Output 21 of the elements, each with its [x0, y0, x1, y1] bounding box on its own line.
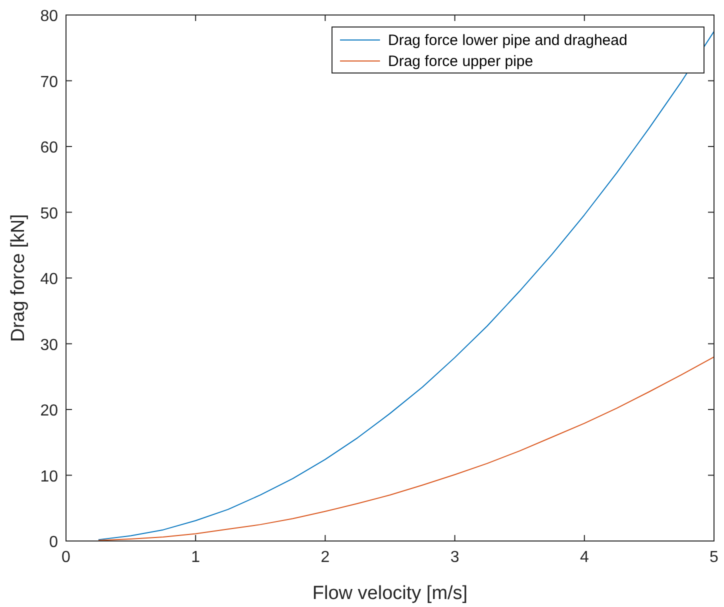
- x-tick-label: 5: [710, 549, 719, 566]
- line-series: [98, 30, 714, 540]
- y-tick-label: 20: [40, 402, 58, 420]
- y-axis-title: Drag force [kN]: [8, 214, 29, 342]
- x-tick-label: 0: [62, 549, 71, 566]
- y-tick-label: 0: [49, 534, 58, 551]
- legend-label: Drag force upper pipe: [388, 53, 534, 70]
- y-tick-label: 70: [40, 74, 58, 91]
- y-tick-label: 30: [40, 336, 58, 354]
- x-axis-title: Flow velocity [m/s]: [312, 583, 468, 604]
- x-tick-label: 3: [450, 549, 460, 566]
- y-tick-label: 40: [40, 271, 58, 288]
- line-series: [98, 356, 714, 541]
- x-tick-label: 1: [191, 549, 200, 566]
- y-tick-label: 60: [40, 140, 58, 156]
- x-tick-label: 2: [320, 549, 330, 566]
- y-tick-label: 10: [40, 468, 58, 486]
- x-tick-label: 4: [580, 549, 589, 566]
- legend-label: Drag force lower pipe and draghead: [388, 32, 628, 49]
- y-tick-label: 50: [40, 205, 58, 222]
- y-tick-label: 80: [40, 8, 58, 25]
